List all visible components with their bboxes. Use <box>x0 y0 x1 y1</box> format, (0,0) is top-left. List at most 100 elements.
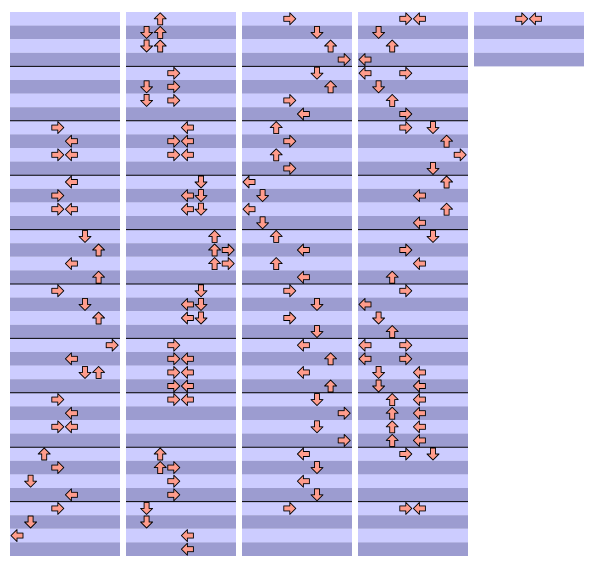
arrow <box>358 297 372 311</box>
beat-stripe <box>474 39 584 53</box>
beat-stripe <box>10 515 120 529</box>
beat-stripe <box>358 25 468 40</box>
arrow <box>296 447 310 461</box>
arrow <box>180 529 194 543</box>
arrow <box>283 12 297 26</box>
arrow <box>167 379 181 393</box>
beat-stripe <box>126 25 236 40</box>
beat-stripe <box>358 175 468 189</box>
beat-stripe <box>10 528 120 543</box>
arrow <box>64 175 78 189</box>
arrow <box>167 474 181 488</box>
beat-stripe <box>10 447 120 461</box>
arrow <box>194 284 208 298</box>
beat-stripe <box>242 93 352 108</box>
beat-stripe <box>242 406 352 420</box>
beat-stripe <box>358 460 468 475</box>
beat-stripe <box>126 488 236 502</box>
beat-stripe <box>358 338 468 352</box>
beat-stripe <box>242 528 352 543</box>
beat-stripe <box>126 420 236 434</box>
arrow <box>208 243 222 257</box>
arrow <box>194 189 208 203</box>
arrow <box>296 243 310 257</box>
beat-stripe <box>242 12 352 26</box>
beat-stripe <box>242 175 352 189</box>
arrow <box>92 270 106 284</box>
arrow <box>385 406 399 420</box>
arrow <box>385 433 399 447</box>
beat-stripe <box>242 148 352 162</box>
beat-stripe <box>10 39 120 53</box>
arrow <box>358 352 372 366</box>
arrow <box>180 297 194 311</box>
arrow <box>92 311 106 325</box>
arrow <box>283 161 297 175</box>
arrow <box>153 447 167 461</box>
beat-stripe <box>126 474 236 488</box>
beat-stripe <box>358 93 468 108</box>
beat-stripe <box>358 148 468 162</box>
beat-stripe <box>10 229 120 244</box>
beat-stripe <box>126 447 236 461</box>
arrow <box>399 447 413 461</box>
beat-stripe <box>10 52 120 67</box>
arrow <box>372 379 386 393</box>
arrow <box>399 352 413 366</box>
arrow <box>412 257 426 271</box>
beat-stripe <box>242 420 352 434</box>
beat-stripe <box>242 25 352 40</box>
arrow <box>140 501 154 515</box>
arrow <box>140 25 154 39</box>
arrow <box>37 447 51 461</box>
arrow <box>167 80 181 94</box>
arrow <box>51 501 65 515</box>
arrow <box>385 393 399 407</box>
beat-stripe <box>474 25 584 40</box>
arrow <box>167 134 181 148</box>
beat-stripe <box>358 120 468 135</box>
beat-stripe <box>126 256 236 271</box>
beat-stripe <box>358 447 468 461</box>
arrow <box>412 379 426 393</box>
beat-stripe <box>126 460 236 475</box>
beat-stripe <box>126 161 236 176</box>
chart-column <box>126 12 236 556</box>
beat-stripe <box>358 515 468 529</box>
beat-stripe <box>242 515 352 529</box>
beat-stripe <box>126 216 236 230</box>
arrow <box>51 420 65 434</box>
arrow <box>310 325 324 339</box>
beat-stripe <box>10 324 120 339</box>
beat-stripe <box>242 379 352 393</box>
beat-stripe <box>126 93 236 108</box>
beat-stripe <box>126 284 236 298</box>
arrow <box>180 352 194 366</box>
beat-stripe <box>358 352 468 366</box>
arrow <box>167 461 181 475</box>
arrow <box>167 365 181 379</box>
arrow <box>180 311 194 325</box>
arrow <box>296 365 310 379</box>
arrow <box>310 420 324 434</box>
arrow <box>180 134 194 148</box>
arrow <box>337 406 351 420</box>
beat-stripe <box>10 542 120 556</box>
beat-stripe <box>10 188 120 203</box>
beat-stripe <box>126 107 236 121</box>
beat-stripe <box>10 501 120 516</box>
beat-stripe <box>358 39 468 53</box>
arrow <box>324 352 338 366</box>
arrow <box>105 338 119 352</box>
chart-column <box>10 12 120 556</box>
beat-stripe <box>242 120 352 135</box>
arrow <box>78 297 92 311</box>
arrow <box>399 501 413 515</box>
beat-stripe <box>358 52 468 67</box>
beat-stripe <box>126 39 236 53</box>
beat-stripe <box>358 66 468 80</box>
beat-stripe <box>242 460 352 475</box>
arrow <box>515 12 529 26</box>
beat-stripe <box>358 107 468 121</box>
arrow <box>167 66 181 80</box>
